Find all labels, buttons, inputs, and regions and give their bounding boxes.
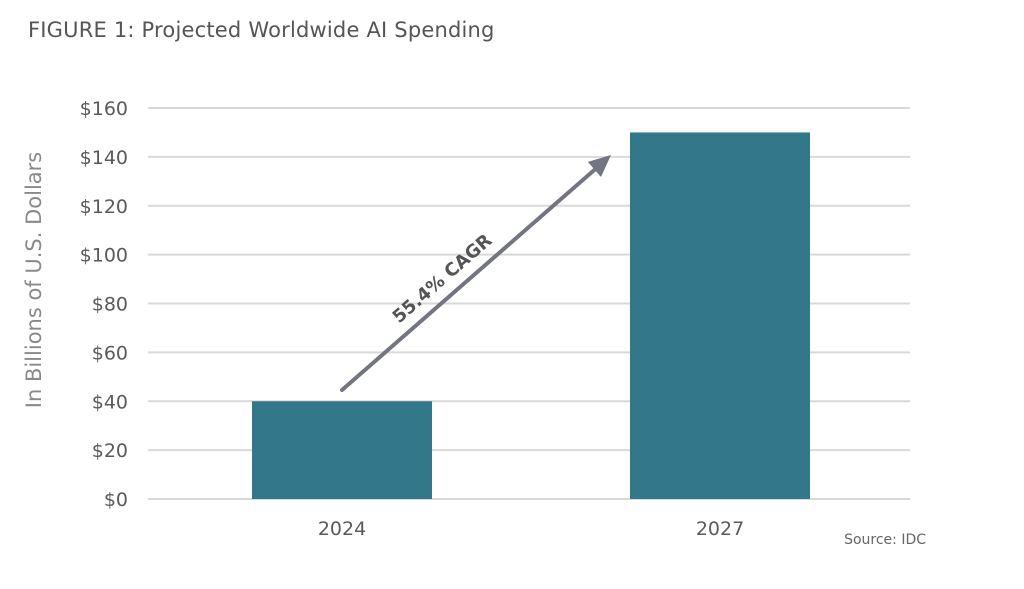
y-tick-label: $20 xyxy=(92,440,128,462)
source-note: Source: IDC xyxy=(844,532,926,548)
cagr-arrow-line xyxy=(340,163,602,392)
y-tick-label: $160 xyxy=(80,98,128,120)
y-tick-label: $40 xyxy=(92,391,128,413)
cagr-arrow-head xyxy=(587,155,611,177)
y-tick-label: $100 xyxy=(80,245,128,267)
figure-title: FIGURE 1: Projected Worldwide AI Spendin… xyxy=(28,18,495,42)
y-tick-label: $120 xyxy=(80,196,128,218)
y-tick-label: $60 xyxy=(92,342,128,364)
y-tick-label: $0 xyxy=(104,489,128,511)
bars xyxy=(252,132,810,499)
y-tick-label: $140 xyxy=(80,147,128,169)
y-axis-label: In Billions of U.S. Dollars xyxy=(22,152,46,408)
bar-2024 xyxy=(252,401,432,499)
bar-2027 xyxy=(630,132,810,499)
x-tick-label: 2027 xyxy=(696,518,744,540)
x-axis-ticks: 2024 2027 xyxy=(318,518,744,540)
x-tick-label: 2024 xyxy=(318,518,366,540)
cagr-annotation: 55.4% CAGR xyxy=(340,155,611,392)
y-tick-label: $80 xyxy=(92,294,128,316)
cagr-label: 55.4% CAGR xyxy=(389,230,497,328)
y-axis-ticks: $0 $20 $40 $60 $80 $100 $120 $140 $160 xyxy=(80,98,128,511)
